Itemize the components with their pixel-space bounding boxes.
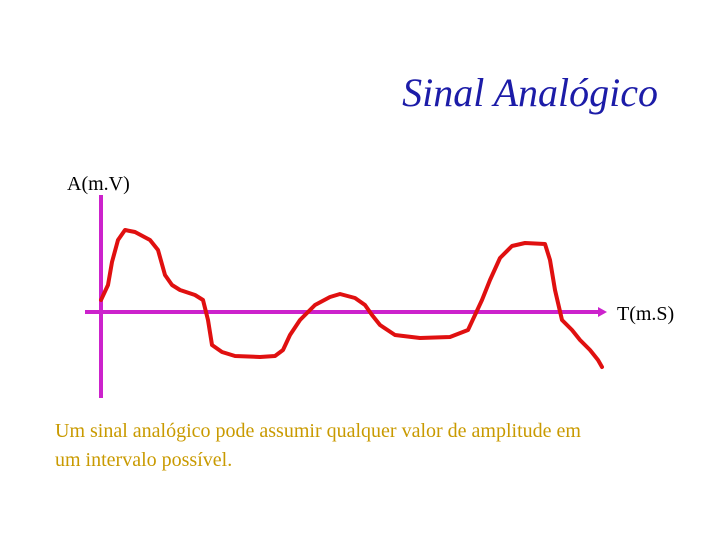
- y-axis-label: A(m.V): [67, 173, 130, 195]
- caption-line: Um sinal analógico pode assumir qualquer…: [55, 420, 581, 442]
- caption-line: um intervalo possível.: [55, 449, 232, 471]
- slide-title: Sinal Analógico: [402, 70, 658, 115]
- analog-signal: [99, 228, 604, 369]
- x-axis-arrow: [598, 307, 607, 317]
- x-axis-label: T(m.S): [617, 303, 674, 325]
